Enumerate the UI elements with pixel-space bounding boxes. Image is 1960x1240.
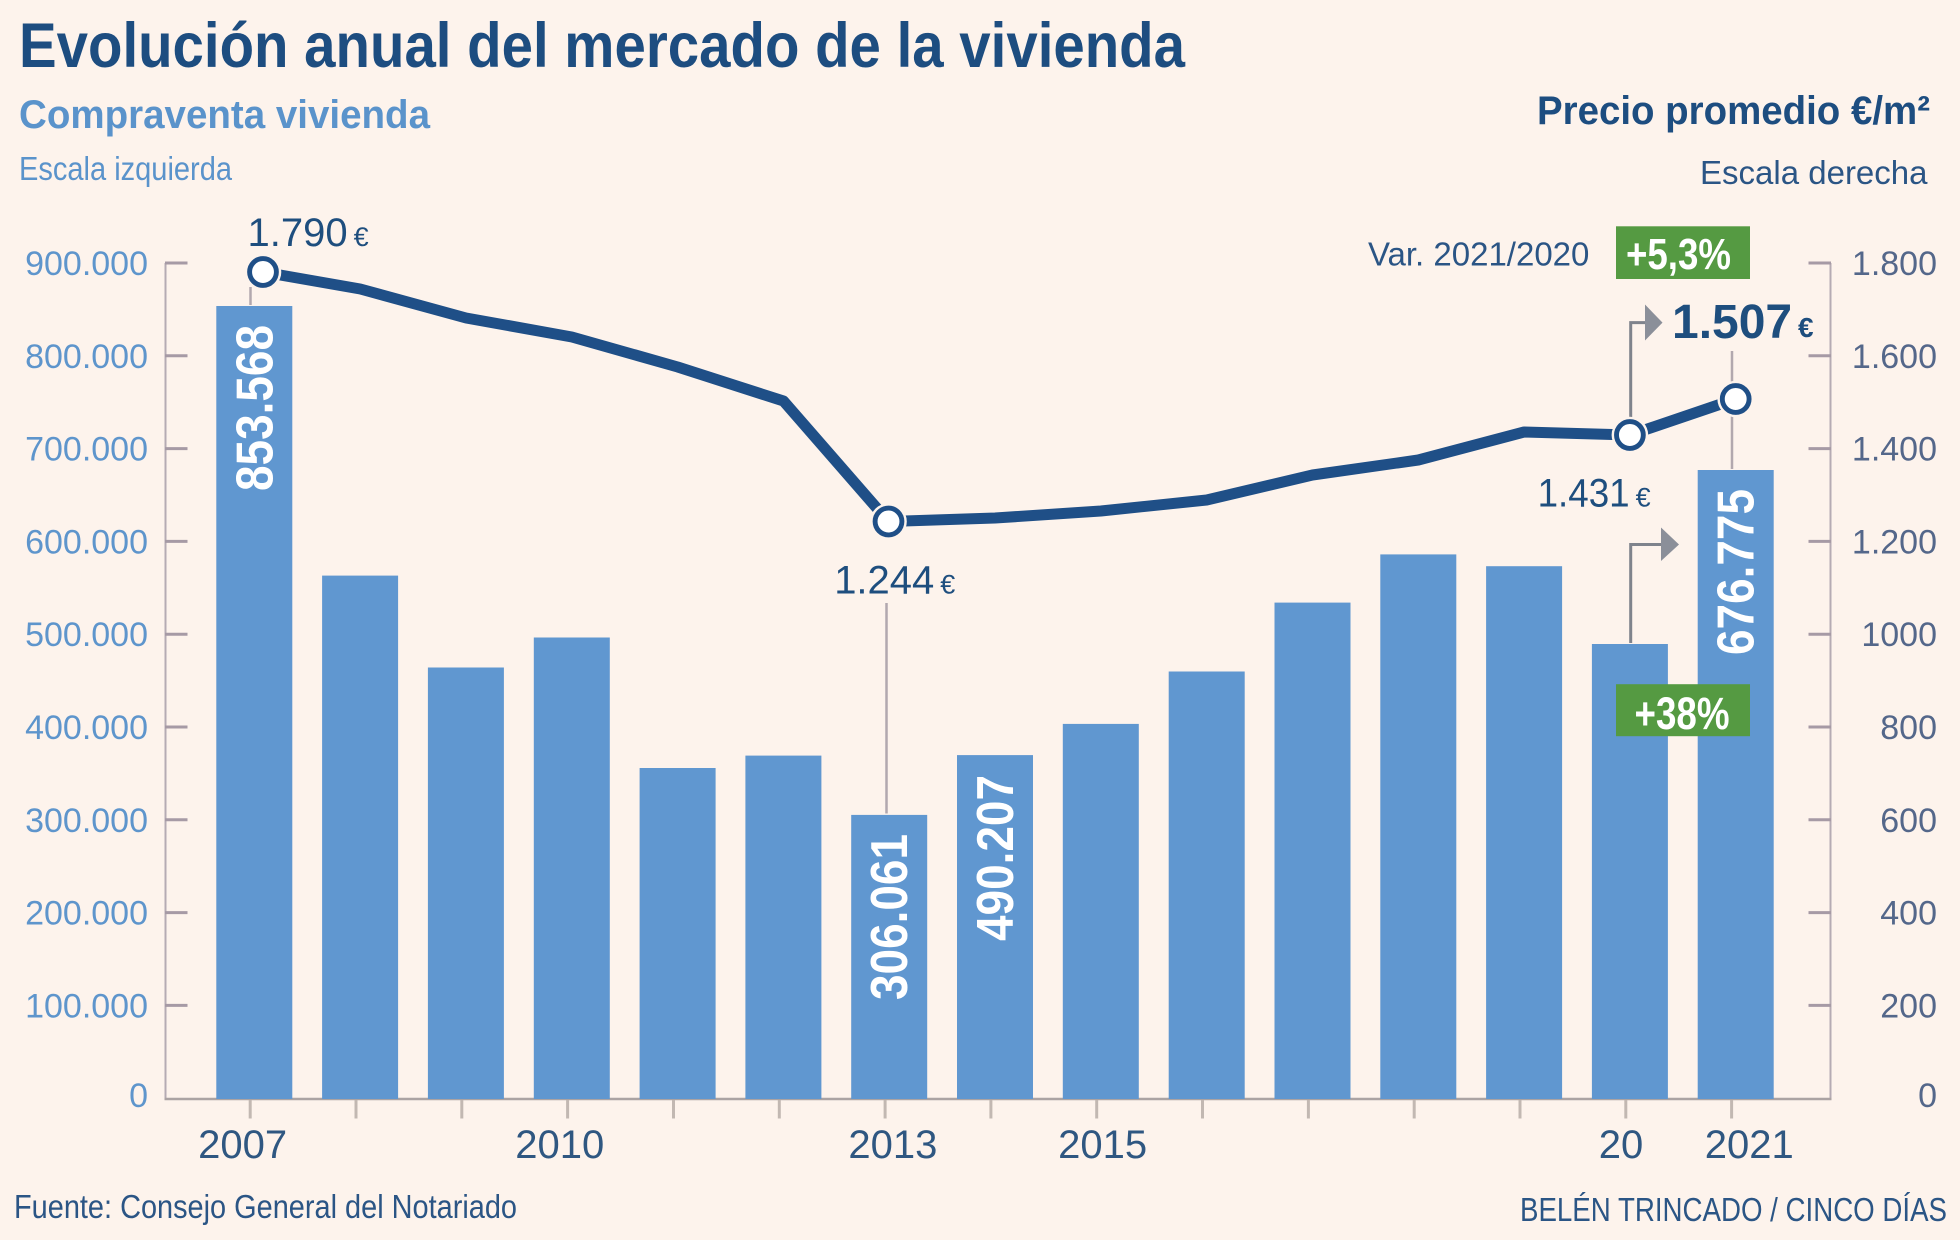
svg-text:Escala derecha: Escala derecha (1700, 154, 1928, 191)
svg-text:2015: 2015 (1058, 1123, 1147, 1167)
svg-text:900.000: 900.000 (25, 245, 148, 283)
svg-text:600.000: 600.000 (25, 523, 148, 561)
svg-text:1.600: 1.600 (1852, 338, 1937, 376)
svg-text:€: € (1798, 312, 1814, 343)
svg-text:2010: 2010 (515, 1123, 604, 1167)
svg-text:1.800: 1.800 (1852, 245, 1937, 283)
svg-text:2007: 2007 (198, 1123, 287, 1167)
svg-text:1.400: 1.400 (1852, 431, 1937, 469)
svg-text:Precio promedio €/m²: Precio promedio €/m² (1537, 89, 1930, 133)
svg-text:306.061: 306.061 (861, 834, 919, 1000)
svg-text:+5,3%: +5,3% (1626, 230, 1731, 279)
svg-text:676.775: 676.775 (1708, 489, 1766, 655)
svg-text:1000: 1000 (1861, 616, 1937, 654)
svg-text:Compraventa vivienda: Compraventa vivienda (19, 93, 431, 137)
svg-text:700.000: 700.000 (25, 431, 148, 469)
svg-text:2013: 2013 (848, 1123, 937, 1167)
svg-text:490.207: 490.207 (967, 775, 1025, 941)
svg-text:853.568: 853.568 (226, 325, 284, 491)
svg-text:Fuente: Consejo General del No: Fuente: Consejo General del Notariado (14, 1188, 517, 1225)
svg-text:20: 20 (1599, 1123, 1644, 1167)
svg-text:300.000: 300.000 (25, 802, 148, 840)
svg-text:200: 200 (1880, 987, 1937, 1025)
svg-text:BELÉN TRINCADO / CINCO DÍAS: BELÉN TRINCADO / CINCO DÍAS (1520, 1191, 1947, 1228)
svg-text:800.000: 800.000 (25, 338, 148, 376)
svg-text:2021: 2021 (1705, 1123, 1794, 1167)
svg-text:400.000: 400.000 (25, 709, 148, 747)
svg-text:400: 400 (1880, 895, 1937, 933)
svg-text:1.507: 1.507 (1672, 296, 1792, 349)
svg-text:600: 600 (1880, 802, 1937, 840)
svg-text:0: 0 (129, 1077, 148, 1115)
svg-text:Escala izquierda: Escala izquierda (19, 150, 233, 187)
svg-text:0: 0 (1918, 1077, 1937, 1115)
svg-text:100.000: 100.000 (25, 987, 148, 1025)
svg-text:500.000: 500.000 (25, 616, 148, 654)
svg-text:1.431€: 1.431 € (1538, 472, 1651, 516)
svg-text:200.000: 200.000 (25, 895, 148, 933)
svg-text:Evolución anual del mercado de: Evolución anual del mercado de la vivien… (19, 11, 1186, 81)
svg-text:1.200: 1.200 (1852, 523, 1937, 561)
svg-text:800: 800 (1880, 709, 1937, 747)
svg-text:+38%: +38% (1635, 688, 1730, 739)
svg-text:Var. 2021/2020: Var. 2021/2020 (1368, 236, 1589, 273)
